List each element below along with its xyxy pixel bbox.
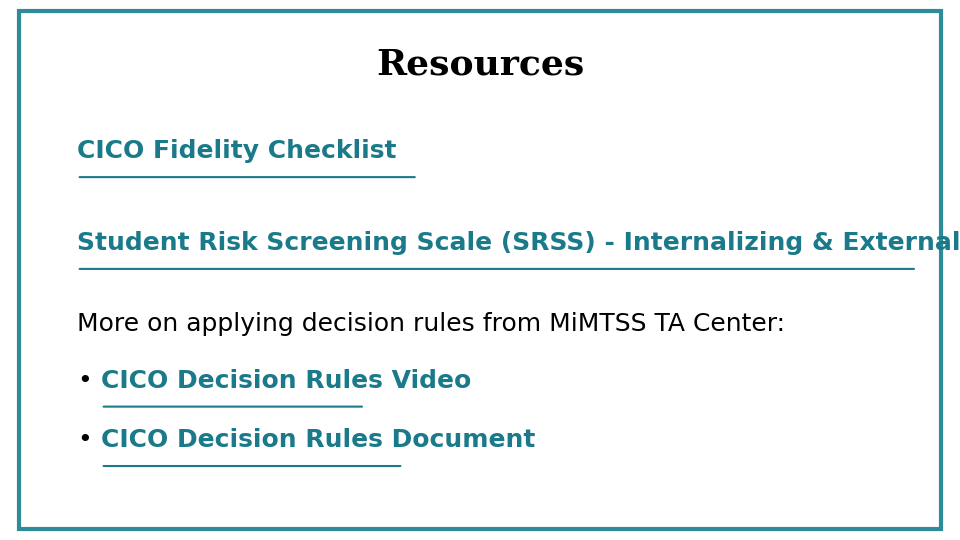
- Text: CICO Fidelity Checklist: CICO Fidelity Checklist: [77, 139, 396, 163]
- Text: Student Risk Screening Scale (SRSS) - Internalizing & Externalizing: Student Risk Screening Scale (SRSS) - In…: [77, 231, 960, 255]
- Text: Resources: Resources: [376, 48, 584, 82]
- Text: •: •: [77, 369, 92, 393]
- Text: •: •: [77, 428, 92, 452]
- Text: CICO Decision Rules Video: CICO Decision Rules Video: [101, 369, 480, 393]
- Text: More on applying decision rules from MiMTSS TA Center:: More on applying decision rules from MiM…: [77, 312, 784, 336]
- FancyBboxPatch shape: [19, 11, 941, 529]
- Text: CICO Decision Rules Document: CICO Decision Rules Document: [101, 428, 535, 452]
